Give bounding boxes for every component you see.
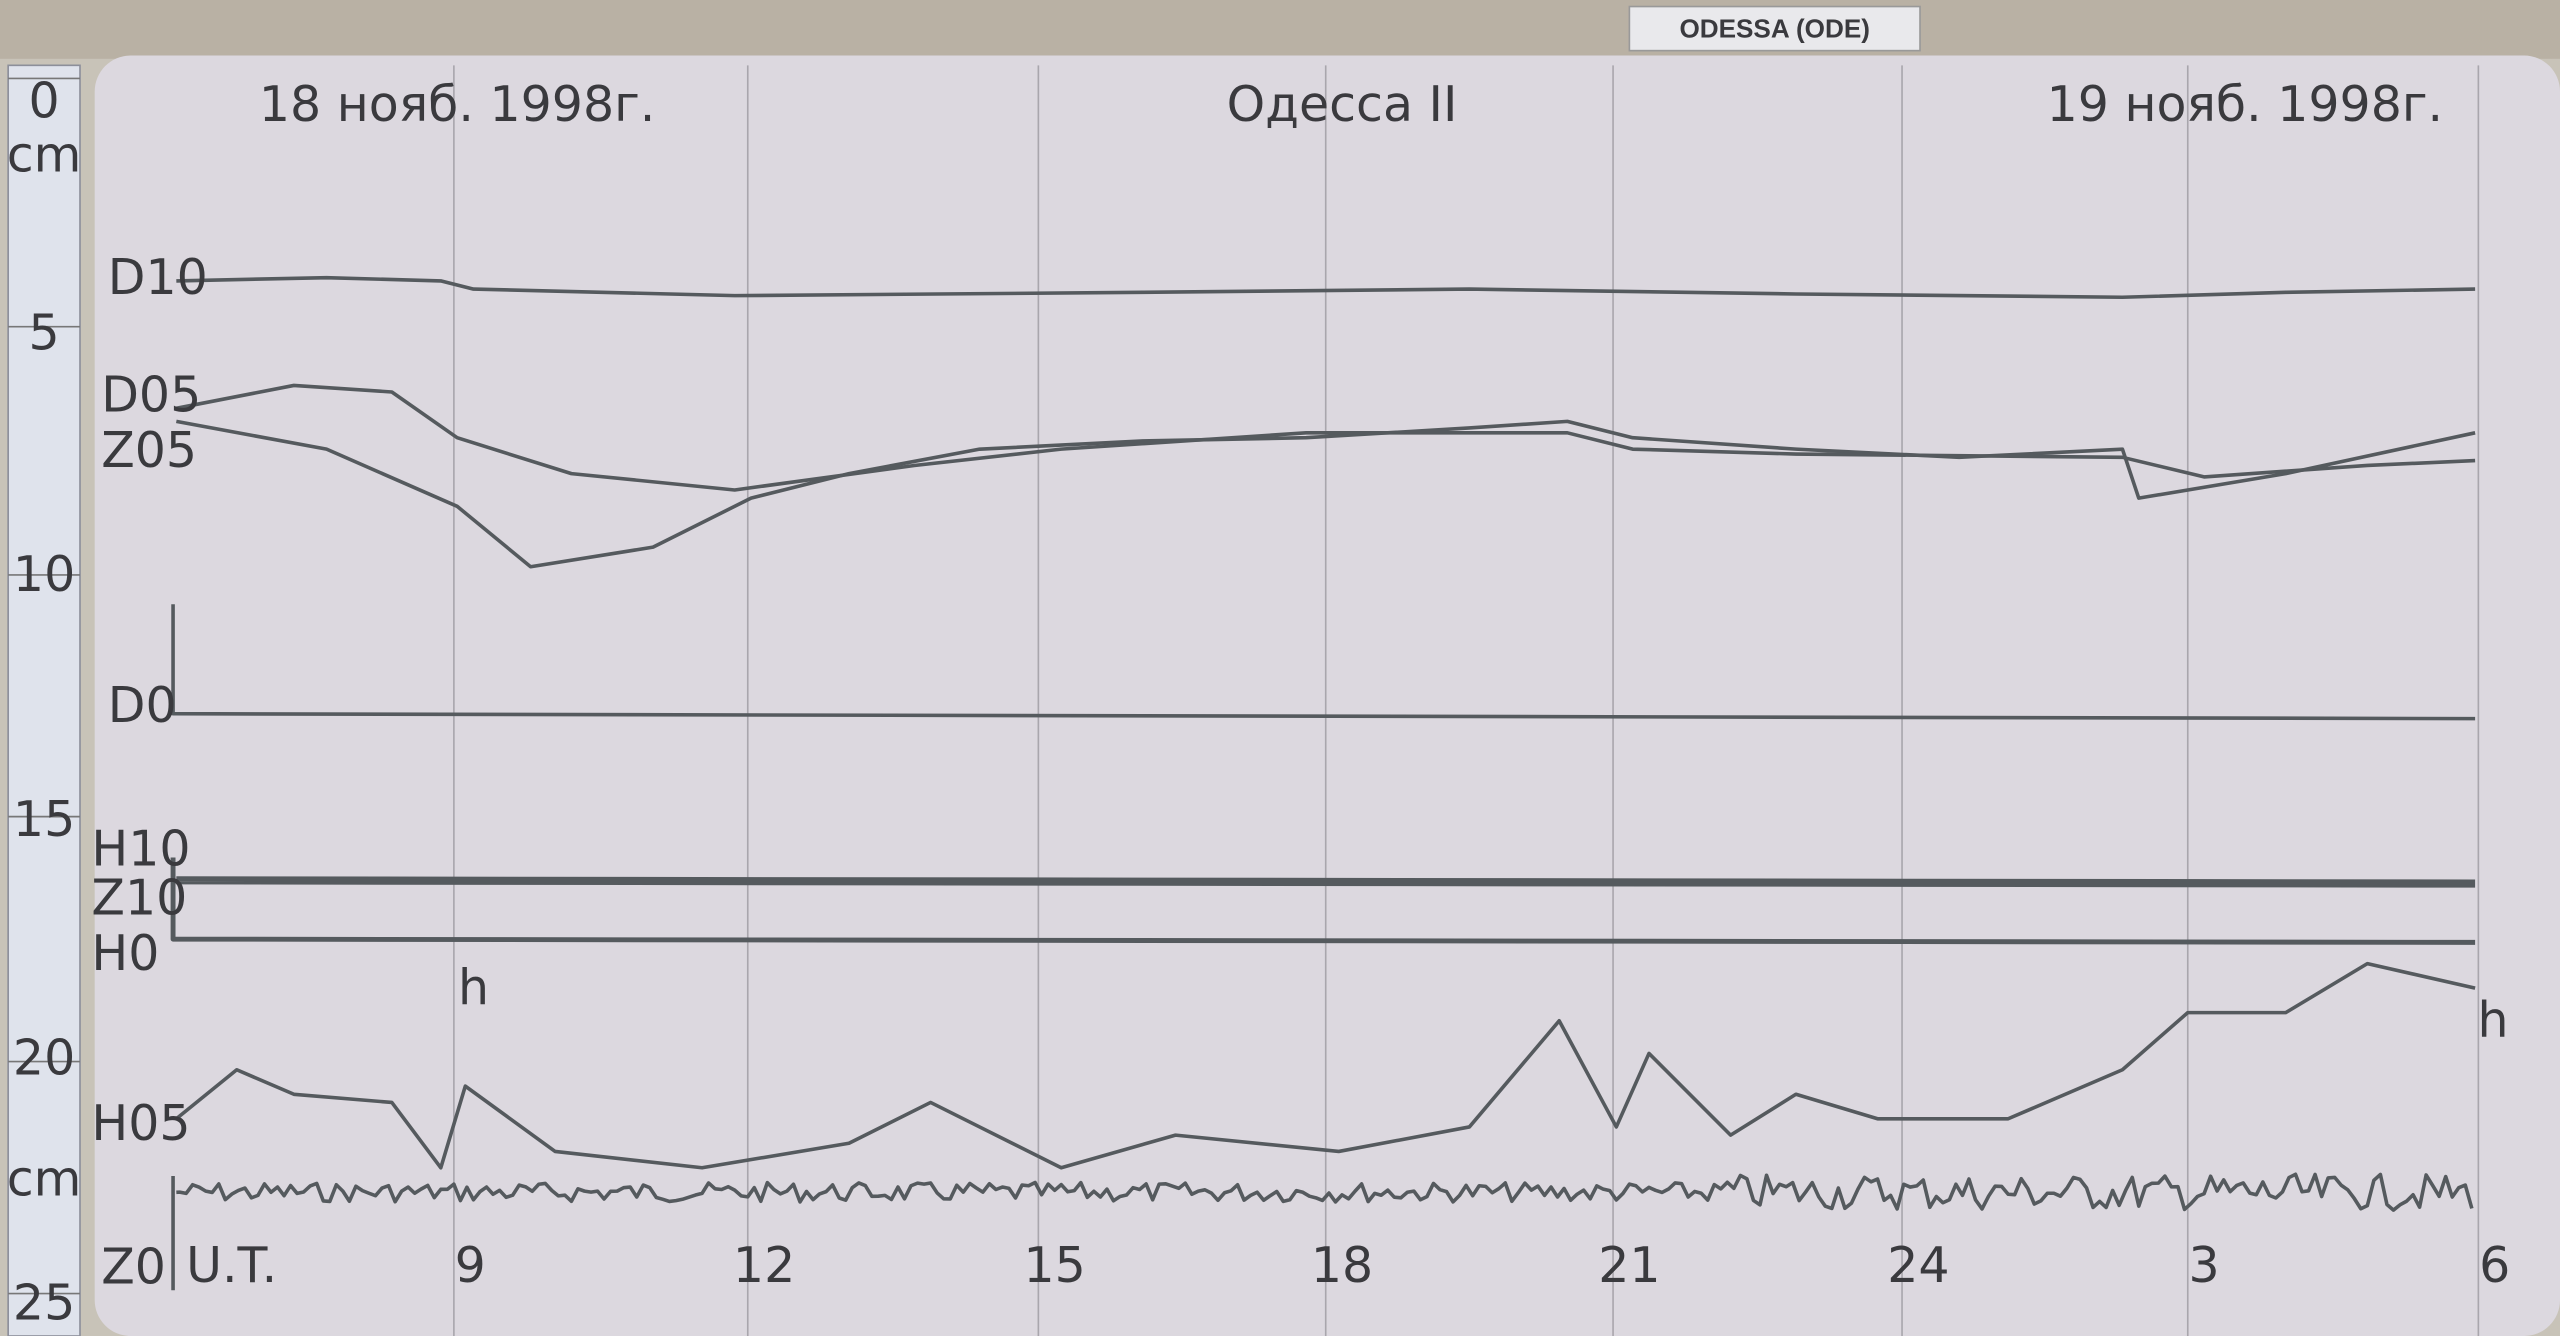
date-end: 19 нояб. 1998г.	[2047, 76, 2443, 133]
hour-label: 12	[733, 1237, 795, 1294]
ruler-label: 20	[13, 1030, 75, 1087]
date-start: 18 нояб. 1998г.	[259, 76, 655, 133]
time-unit: U.T.	[186, 1237, 277, 1294]
trace-z0	[176, 1172, 2474, 1212]
ruler-label: 10	[13, 546, 75, 603]
scale-mark: h	[2478, 992, 2509, 1049]
ruler-label: 5	[29, 305, 60, 362]
hour-label: 21	[1598, 1237, 1660, 1294]
station-tag: ODESSA (ODE)	[1679, 14, 1869, 44]
trace-label: Z0	[101, 1239, 166, 1296]
trace-label: D0	[108, 677, 177, 734]
trace-label: D05	[101, 367, 201, 424]
hour-label: 24	[1887, 1237, 1949, 1294]
labels: 9 12 15 18 21 24 3 6U.T.0cm5101520cm25D10D05Z05…	[7, 73, 2510, 1332]
ruler	[7, 64, 81, 1336]
trace-h10-z10-h0	[170, 857, 2476, 945]
hour-label: 3	[2189, 1237, 2220, 1294]
scale-mark: h	[458, 959, 489, 1016]
trace-z05	[176, 419, 2476, 569]
ruler-label: cm	[7, 1151, 82, 1208]
ruler-label: 0	[29, 73, 60, 130]
trace-d10	[176, 275, 2476, 300]
ruler-label: 25	[13, 1275, 75, 1332]
hour-label: 15	[1024, 1237, 1086, 1294]
trace-label: H05	[91, 1095, 190, 1152]
trace-label: Z05	[101, 422, 197, 479]
ruler-label: 15	[13, 791, 75, 848]
station-tag-box	[1628, 5, 1921, 52]
trace-d0	[171, 604, 2476, 721]
trace-h05	[175, 961, 2476, 1170]
trace-label: H0	[91, 925, 159, 982]
ruler-label: cm	[7, 126, 82, 183]
hour-label: 6	[2479, 1237, 2510, 1294]
hour-label: 9	[455, 1237, 486, 1294]
grid	[8, 65, 2480, 1336]
top-frame	[0, 0, 2560, 59]
trace-label: D10	[108, 249, 208, 306]
title: Одесса II	[1227, 76, 1458, 133]
trace-label: Z10	[91, 870, 187, 927]
trace-d05	[175, 383, 2476, 492]
hour-label: 18	[1311, 1237, 1373, 1294]
paper	[94, 55, 2560, 1336]
trace-label: H10	[91, 821, 190, 878]
